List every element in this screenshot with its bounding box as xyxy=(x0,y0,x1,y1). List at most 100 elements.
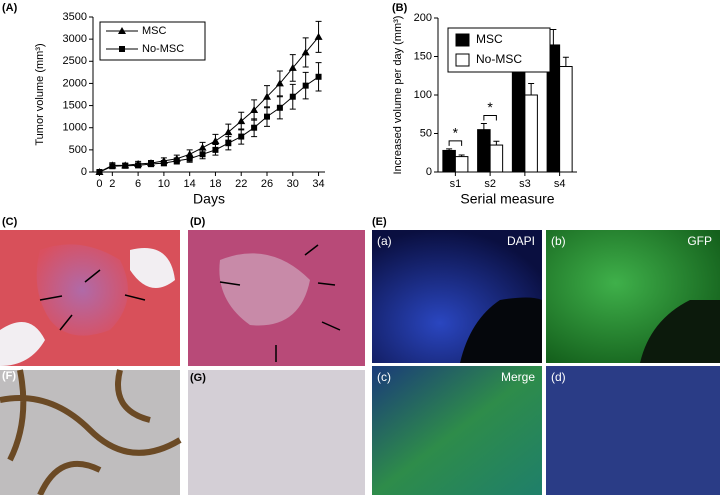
panel-label: (D) xyxy=(190,216,206,228)
stain-label: Merge xyxy=(501,370,535,384)
y-tick-label: 2500 xyxy=(63,55,87,67)
legend-swatch xyxy=(455,53,470,67)
legend-marker xyxy=(119,46,125,52)
bar xyxy=(489,144,504,173)
marker xyxy=(289,93,296,100)
x-tick-label: 18 xyxy=(209,178,221,190)
dark-region xyxy=(460,297,542,363)
y-tick-label: 3500 xyxy=(63,11,87,23)
marker xyxy=(199,151,206,158)
marker xyxy=(224,128,233,136)
tissue xyxy=(219,253,310,326)
sub-label: (a) xyxy=(377,234,392,248)
marker xyxy=(314,32,323,40)
marker xyxy=(315,73,322,80)
x-axis-label: Days xyxy=(193,191,225,207)
marker xyxy=(211,137,220,144)
marker xyxy=(250,106,259,113)
x-tick-label: 0 xyxy=(96,178,102,190)
error-bar xyxy=(480,122,487,130)
panel-label: (E) xyxy=(372,216,387,228)
x-tick-label: 14 xyxy=(184,178,196,190)
x-tick-label: s4 xyxy=(554,178,566,190)
ihc-image xyxy=(188,370,365,495)
marker xyxy=(263,92,271,100)
fluorescence-image xyxy=(546,366,720,495)
bracket xyxy=(448,140,463,146)
arrows xyxy=(39,269,146,331)
line xyxy=(99,76,319,173)
y-tick-label: 0 xyxy=(426,166,432,178)
lumen xyxy=(0,248,175,366)
y-tick-label: 2000 xyxy=(63,77,87,89)
error-bar xyxy=(562,56,569,67)
stain-label: DAPI xyxy=(507,234,535,248)
dark-region xyxy=(640,300,720,363)
bar xyxy=(524,94,538,173)
bar xyxy=(511,69,526,173)
panel-labels: (C) (D) (E) (F) (G) (a) DAPI (b) GFP (c)… xyxy=(2,216,712,384)
y-tick-label: 200 xyxy=(414,12,432,24)
marker xyxy=(251,124,258,131)
bar xyxy=(454,156,469,173)
error-bar xyxy=(493,140,500,146)
sub-label: (c) xyxy=(377,370,391,384)
marker xyxy=(264,113,270,120)
x-tick-label: 2 xyxy=(109,178,115,190)
bar xyxy=(559,66,573,173)
x-tick-label: 30 xyxy=(287,178,299,190)
bracket xyxy=(483,114,497,121)
legend-label: No-MSC xyxy=(476,52,522,66)
marker xyxy=(198,143,207,151)
significance: * xyxy=(453,125,459,141)
tissue xyxy=(36,244,128,336)
error-bar xyxy=(528,82,535,95)
marker xyxy=(96,169,103,175)
y-tick-label: 50 xyxy=(420,127,432,139)
legend-label: No-MSC xyxy=(142,43,184,55)
x-tick-label: 22 xyxy=(235,178,247,190)
x-tick-label: s2 xyxy=(484,178,496,190)
marker xyxy=(212,146,219,153)
x-tick-label: 26 xyxy=(261,178,273,190)
y-tick-label: 3000 xyxy=(63,33,87,45)
legend-label: MSC xyxy=(142,25,167,37)
stain xyxy=(0,369,182,497)
marker xyxy=(275,79,284,87)
x-tick-label: s1 xyxy=(450,178,462,190)
marker xyxy=(148,161,154,168)
panel-label: (B) xyxy=(392,2,408,14)
legend-swatch xyxy=(455,33,470,47)
x-tick-label: s3 xyxy=(519,178,531,190)
x-tick-label: 6 xyxy=(135,178,141,190)
marker xyxy=(225,140,232,147)
marker xyxy=(302,82,309,89)
panel-label: (C) xyxy=(2,216,18,228)
bar xyxy=(442,149,456,173)
panel-label: (G) xyxy=(190,372,206,384)
y-axis-label: Increased volume per day (mm³) xyxy=(392,16,404,175)
marker xyxy=(160,160,167,167)
marker xyxy=(288,63,297,71)
legend-box xyxy=(99,21,206,61)
legend-label: MSC xyxy=(476,32,503,46)
image-panels xyxy=(0,230,720,497)
marker xyxy=(122,162,129,169)
marker xyxy=(276,104,283,111)
marker xyxy=(173,157,180,164)
y-tick-label: 1000 xyxy=(63,122,87,134)
sub-label: (d) xyxy=(551,370,566,384)
fluorescence-image xyxy=(372,366,542,495)
arrows xyxy=(219,244,341,362)
y-tick-label: 500 xyxy=(69,144,87,156)
marker xyxy=(186,155,193,162)
y-tick-label: 100 xyxy=(414,89,432,101)
bar xyxy=(477,129,491,173)
sub-label: (b) xyxy=(551,234,566,248)
x-tick-label: 34 xyxy=(312,178,324,190)
y-tick-label: 150 xyxy=(414,50,432,62)
y-axis-label: Tumor volume (mm³) xyxy=(34,43,46,145)
legend-marker xyxy=(118,27,126,34)
x-tick-label: 10 xyxy=(158,178,170,190)
